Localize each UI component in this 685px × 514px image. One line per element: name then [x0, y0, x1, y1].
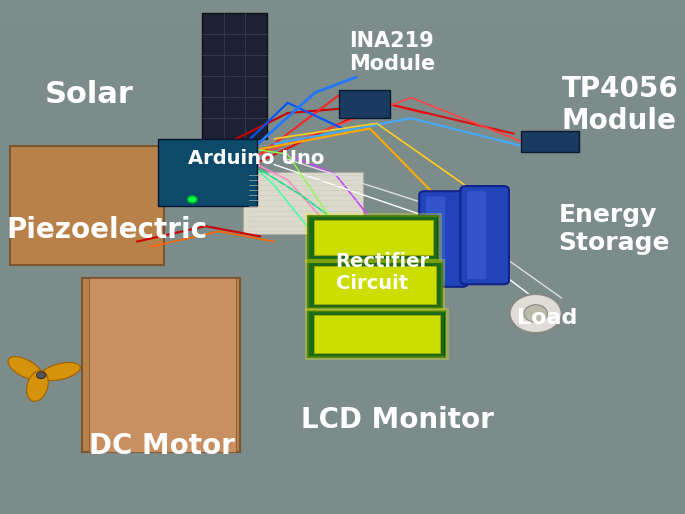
Bar: [0, 154, 685, 180]
Bar: [0, 437, 685, 463]
FancyBboxPatch shape: [308, 216, 438, 260]
FancyBboxPatch shape: [10, 146, 164, 265]
Text: Piezoelectric: Piezoelectric: [7, 216, 208, 244]
FancyBboxPatch shape: [314, 266, 436, 304]
Text: TP4056
Module: TP4056 Module: [562, 75, 678, 135]
Ellipse shape: [27, 371, 49, 401]
Bar: [0, 360, 685, 386]
Bar: [0, 463, 685, 488]
Text: Load: Load: [517, 308, 577, 328]
Bar: [0, 0, 685, 26]
FancyBboxPatch shape: [308, 311, 445, 357]
FancyBboxPatch shape: [419, 191, 468, 287]
Circle shape: [36, 372, 46, 379]
FancyBboxPatch shape: [158, 139, 257, 206]
FancyBboxPatch shape: [202, 13, 267, 139]
Bar: [0, 103, 685, 128]
FancyBboxPatch shape: [521, 131, 579, 152]
Ellipse shape: [8, 357, 42, 380]
Bar: [0, 411, 685, 437]
Text: LCD Monitor: LCD Monitor: [301, 406, 495, 434]
Bar: [0, 26, 685, 51]
FancyBboxPatch shape: [339, 90, 390, 118]
Bar: [0, 308, 685, 334]
Bar: [0, 283, 685, 308]
Ellipse shape: [41, 362, 80, 380]
Text: Energy
Storage: Energy Storage: [558, 203, 670, 255]
Bar: [0, 231, 685, 257]
FancyBboxPatch shape: [460, 186, 509, 284]
Circle shape: [524, 305, 547, 322]
Bar: [0, 51, 685, 77]
Bar: [0, 180, 685, 206]
Text: INA219
Module: INA219 Module: [349, 31, 436, 74]
Bar: [0, 257, 685, 283]
FancyBboxPatch shape: [82, 278, 240, 452]
FancyBboxPatch shape: [426, 196, 445, 282]
Text: Rectifier
Circuit: Rectifier Circuit: [336, 252, 429, 293]
FancyBboxPatch shape: [243, 172, 363, 234]
Bar: [0, 77, 685, 103]
Bar: [0, 386, 685, 411]
Bar: [0, 334, 685, 360]
Bar: [0, 206, 685, 231]
FancyBboxPatch shape: [308, 262, 442, 308]
Text: DC Motor: DC Motor: [89, 432, 235, 460]
Circle shape: [188, 196, 197, 203]
FancyBboxPatch shape: [467, 191, 486, 279]
Circle shape: [510, 294, 562, 333]
Bar: [0, 128, 685, 154]
FancyBboxPatch shape: [314, 315, 440, 353]
FancyBboxPatch shape: [314, 220, 433, 255]
Text: Solar: Solar: [45, 80, 134, 108]
Text: Arduino Uno: Arduino Uno: [188, 149, 325, 168]
FancyBboxPatch shape: [89, 278, 236, 452]
Bar: [0, 488, 685, 514]
